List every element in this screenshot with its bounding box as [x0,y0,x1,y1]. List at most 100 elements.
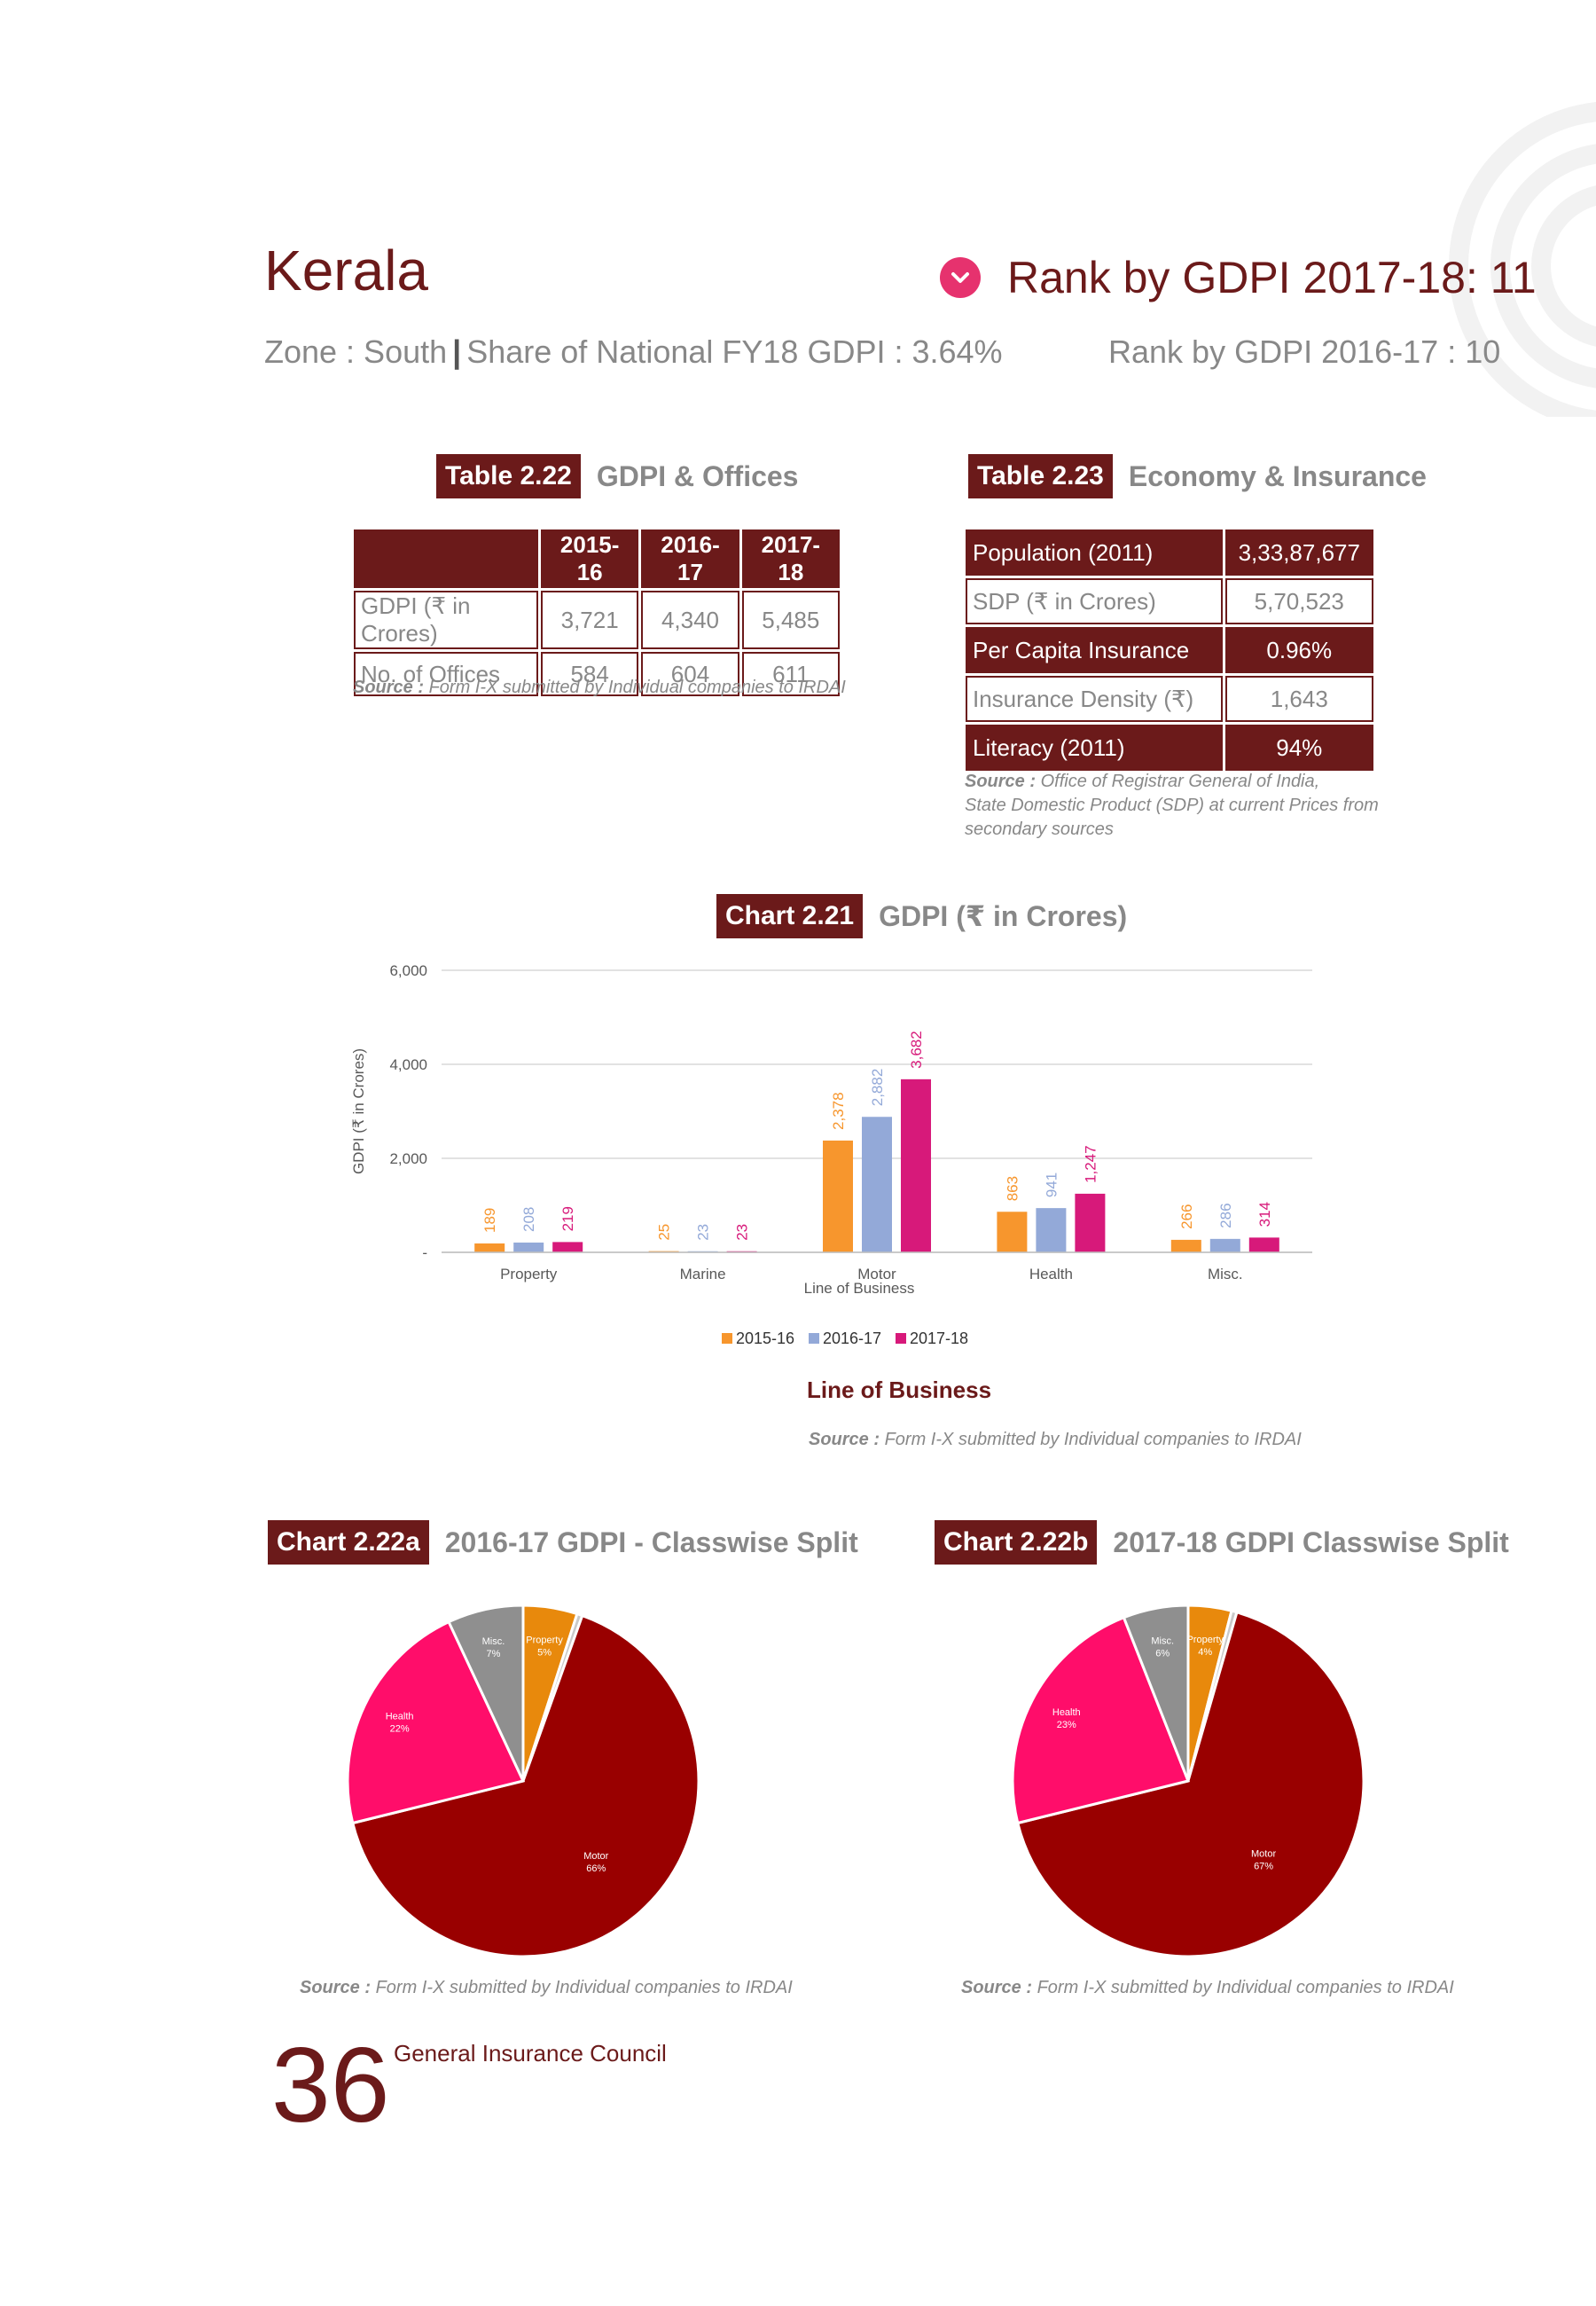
bar-data-label: 3,682 [908,1031,925,1069]
pie-slice-label: Motor [583,1851,608,1862]
bar-data-label: 2,882 [869,1069,886,1107]
bar-data-label: 266 [1178,1204,1195,1229]
table-row: Literacy (2011) 94% [966,725,1373,771]
pie-slice-label: Misc. [482,1636,505,1647]
pie-slice-percent: 66% [586,1863,606,1874]
y-tick-label: - [422,1244,427,1261]
bar-data-label: 941 [1043,1173,1060,1197]
table-row: No. of Offices 584 604 611 [354,652,840,696]
chart-2-21-caption: Chart 2.21 GDPI (₹ in Crores) [716,894,1127,938]
economy-insurance-table: Population (2011) 3,33,87,677 SDP (₹ in C… [963,527,1376,773]
pie-slice [1015,1610,1365,1958]
y-tick-label: 6,000 [389,962,427,979]
separator: | [452,333,462,370]
caption-title: GDPI & Offices [596,459,799,492]
row-label: Literacy (2011) [966,725,1223,771]
cell-value: 584 [541,652,639,696]
cell-value: 611 [741,652,840,696]
pie-chart-2017-18: Property 4% Motor 67% Health 23% Misc. 6% [1011,1604,1365,1958]
chart-2-22b-source: Source : Form I-X submitted by Individua… [961,1978,1454,1997]
pie-slice-percent: 6% [1155,1648,1170,1659]
pie-slice-label: Misc. [1151,1635,1174,1646]
pie-slice-percent: 67% [1254,1861,1273,1871]
row-label: Insurance Density (₹) [966,676,1223,722]
x-axis-label: Line of Business [804,1280,915,1297]
bar [1075,1193,1106,1252]
column-header: 2015-16 [541,529,639,588]
decorative-arcs [1321,98,1596,417]
cell-value: 1,643 [1224,676,1373,722]
caption-title: Economy & Insurance [1128,459,1427,492]
chart-2-21-source: Source : Form I-X submitted by Individua… [809,1430,1302,1449]
bar-data-label: 219 [559,1206,576,1231]
caption-tag: Chart 2.21 [716,894,864,938]
bar [901,1078,931,1252]
table-header-row: 2015-16 2016-17 2017-18 [354,529,840,588]
chart-2-22a-source: Source : Form I-X submitted by Individua… [300,1978,793,1997]
bar-data-label: 208 [520,1207,537,1232]
line-of-business-label: Line of Business [807,1377,992,1403]
pie-slice-label: Property [526,1635,563,1645]
x-category-label: Motor [857,1266,896,1282]
table-2-22-caption: Table 2.22 GDPI & Offices [436,454,798,498]
down-arrow-icon [940,257,981,298]
caption-tag: Table 2.23 [968,454,1113,498]
zone-text: Zone : South [264,333,448,370]
table-2-23-source: Source : Office of Registrar General of … [965,772,1379,839]
pie-slice-percent: 7% [487,1649,501,1659]
bar-data-label: 314 [1256,1202,1273,1227]
legend-entry: 2015-16 [736,1329,794,1347]
row-label: Population (2011) [966,529,1223,576]
legend-swatch [809,1333,819,1344]
y-axis-label: GDPI (₹ in Crores) [350,1048,367,1174]
x-category-label: Marine [680,1266,726,1282]
x-category-label: Property [500,1266,558,1282]
row-label: Per Capita Insurance [966,627,1223,673]
pie-slice-percent: 4% [1198,1647,1212,1658]
table-row: Insurance Density (₹) 1,643 [966,676,1373,722]
pie-slice [346,1620,526,1825]
column-header: 2017-18 [741,529,840,588]
row-label: GDPI (₹ in Crores) [354,591,538,649]
bar-data-label: 23 [734,1224,751,1241]
rank-current-text: Rank by GDPI 2017-18: 11 [1007,253,1537,302]
bar [552,1242,583,1252]
x-category-label: Misc. [1208,1266,1243,1282]
bar-data-label: 863 [1004,1176,1021,1201]
legend-swatch [722,1333,732,1344]
bar [1170,1239,1201,1252]
page-number: 36 [271,2026,390,2145]
column-header: 2016-17 [641,529,739,588]
caption-tag: Table 2.22 [436,454,581,498]
cell-value: 5,485 [741,591,840,649]
cell-value: 3,721 [541,591,639,649]
pie-slice [447,1604,525,1782]
pie-slice-percent: 23% [1057,1720,1076,1730]
rank-current: Rank by GDPI 2017-18: 11 [940,252,1537,303]
chart-2-22a-caption: Chart 2.22a 2016-17 GDPI - Classwise Spl… [268,1520,858,1565]
zone-share-line: Zone : South | Share of National FY18 GDPI… [264,333,1003,371]
cell-value: 0.96% [1224,627,1373,673]
bar [862,1117,892,1252]
pie-slice-label: Health [1052,1707,1081,1718]
caption-tag: Chart 2.22b [935,1520,1098,1565]
bar-data-label: 286 [1217,1203,1234,1228]
pie-slice-label: Motor [1251,1848,1276,1859]
y-tick-label: 4,000 [389,1056,427,1073]
bar [1036,1208,1067,1252]
table-row: GDPI (₹ in Crores) 3,721 4,340 5,485 [354,591,840,649]
pie-slice [1122,1604,1190,1782]
gdpi-bar-chart: - 2,000 4,000 6,000 GDPI (₹ in Crores) 189 208… [350,962,1312,1347]
legend-entry: 2017-18 [910,1329,968,1347]
table-row: Population (2011) 3,33,87,677 [966,529,1373,576]
y-tick-label: 2,000 [389,1150,427,1167]
pie-slice-label: Health [386,1711,414,1722]
legend-entry: 2016-17 [823,1329,881,1347]
pie-slice [1011,1615,1191,1825]
gdpi-offices-table: 2015-16 2016-17 2017-18 GDPI (₹ in Crore… [351,527,842,699]
cell-value: 3,33,87,677 [1224,529,1373,576]
bar [1209,1238,1240,1252]
table-2-23-caption: Table 2.23 Economy & Insurance [968,454,1427,498]
bar-data-label: 2,378 [830,1092,847,1130]
